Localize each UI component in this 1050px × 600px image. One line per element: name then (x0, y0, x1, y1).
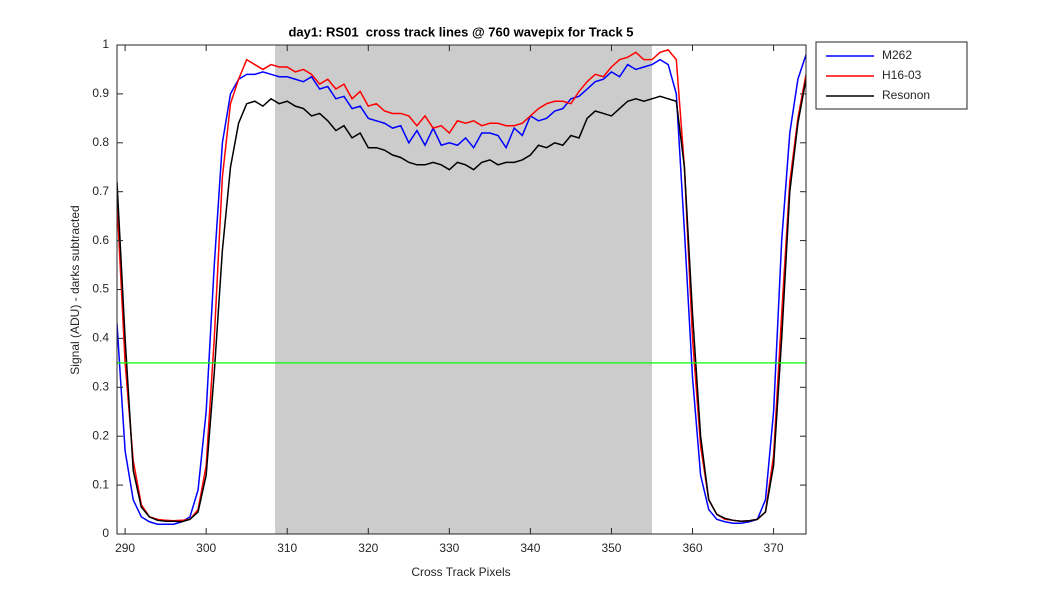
y-tick-label: 0.4 (92, 331, 109, 345)
y-axis-label: Signal (ADU) - darks subtracted (68, 205, 82, 374)
y-tick-label: 0.5 (92, 282, 109, 296)
x-tick-label: 360 (683, 541, 703, 555)
y-tick-label: 0.2 (92, 428, 109, 442)
x-tick-label: 320 (358, 541, 378, 555)
x-tick-label: 350 (601, 541, 621, 555)
y-tick-label: 0 (102, 526, 109, 540)
x-axis-label: Cross Track Pixels (411, 565, 510, 579)
y-tick-label: 1 (102, 37, 109, 51)
x-tick-label: 330 (439, 541, 459, 555)
series-line (117, 79, 806, 523)
y-tick-label: 0.3 (92, 379, 109, 393)
y-tick-label: 0.8 (92, 135, 109, 149)
x-tick-label: 370 (764, 541, 784, 555)
series-line (117, 49, 806, 523)
legend-label: Resonon (882, 88, 930, 102)
x-tick-label: 300 (196, 541, 216, 555)
series-line (117, 54, 806, 525)
shaded-region (275, 45, 652, 534)
y-tick-label: 0.6 (92, 233, 109, 247)
y-tick-label: 0.1 (92, 477, 109, 491)
x-tick-label: 290 (115, 541, 135, 555)
x-tick-label: 340 (520, 541, 540, 555)
y-tick-label: 0.7 (92, 184, 109, 198)
legend-label: M262 (882, 48, 912, 62)
legend-label: H16-03 (882, 68, 922, 82)
chart-title: day1: RS01 cross track lines @ 760 wavep… (288, 24, 633, 39)
x-tick-label: 310 (277, 541, 297, 555)
y-tick-label: 0.9 (92, 86, 109, 100)
